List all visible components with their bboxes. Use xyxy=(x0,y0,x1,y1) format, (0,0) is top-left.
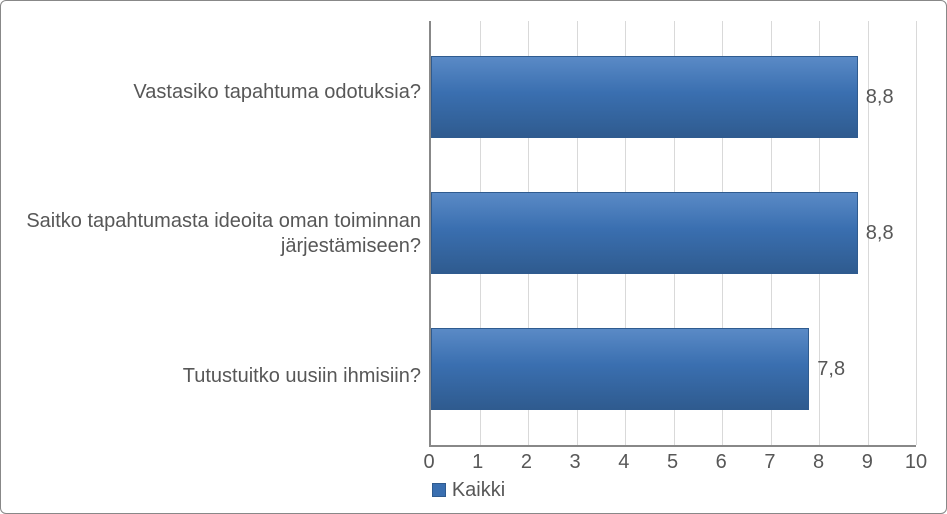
x-axis-spacer xyxy=(21,447,429,475)
bar xyxy=(431,328,809,410)
value-label: 8,8 xyxy=(866,86,894,109)
x-tick: 5 xyxy=(667,451,678,474)
bar-fill xyxy=(432,193,857,273)
bar-row: 7,8 xyxy=(431,328,916,410)
value-label: 8,8 xyxy=(866,222,894,245)
x-tick: 7 xyxy=(764,451,775,474)
bar xyxy=(431,56,858,138)
legend: Kaikki xyxy=(21,475,916,505)
x-tick: 2 xyxy=(521,451,532,474)
x-tick: 6 xyxy=(716,451,727,474)
x-axis-row: 012345678910 xyxy=(21,447,916,475)
value-label: 7,8 xyxy=(817,358,845,381)
bar-row: 8,8 xyxy=(431,56,916,138)
legend-swatch xyxy=(432,483,446,497)
x-tick: 3 xyxy=(570,451,581,474)
legend-label: Kaikki xyxy=(452,479,505,502)
x-tick: 8 xyxy=(813,451,824,474)
bar-row: 8,8 xyxy=(431,192,916,274)
bar-fill xyxy=(432,57,857,137)
bar xyxy=(431,192,858,274)
plot-row: Vastasiko tapahtuma odotuksia? Saitko ta… xyxy=(21,21,916,447)
x-tick: 9 xyxy=(862,451,873,474)
y-label: Vastasiko tapahtuma odotuksia? xyxy=(21,62,421,122)
x-tick: 0 xyxy=(423,451,434,474)
x-axis: 012345678910 xyxy=(429,447,916,475)
bars-container: 8,8 8,8 7,8 xyxy=(431,21,916,445)
chart-frame: Vastasiko tapahtuma odotuksia? Saitko ta… xyxy=(0,0,947,514)
y-label: Saitko tapahtumasta ideoita oman toiminn… xyxy=(21,204,421,264)
bar-fill xyxy=(432,329,808,409)
y-axis-labels: Vastasiko tapahtuma odotuksia? Saitko ta… xyxy=(21,21,429,447)
plot-area: 8,8 8,8 7,8 xyxy=(429,21,916,447)
x-tick: 1 xyxy=(472,451,483,474)
y-label: Tutustuitko uusiin ihmisiin? xyxy=(21,346,421,406)
x-tick: 10 xyxy=(905,451,927,474)
gridline xyxy=(916,21,917,445)
x-tick: 4 xyxy=(618,451,629,474)
